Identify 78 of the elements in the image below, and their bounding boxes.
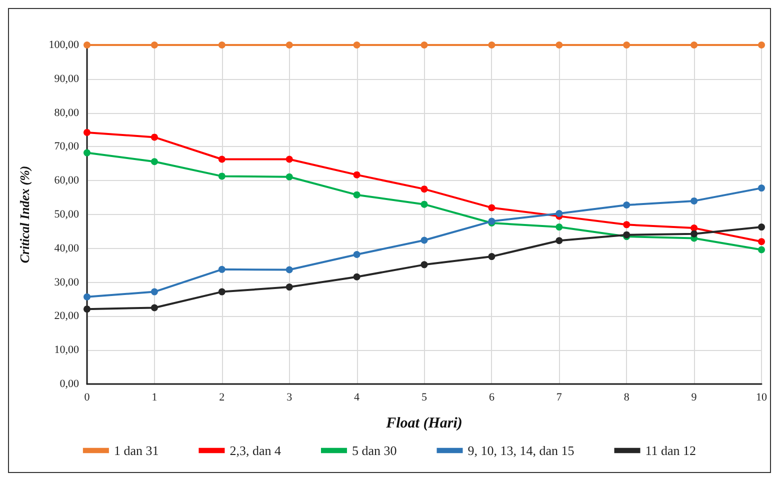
point <box>353 171 360 178</box>
point <box>758 246 765 254</box>
point <box>286 284 293 291</box>
point <box>84 128 90 136</box>
point <box>690 197 698 204</box>
legend-label: 9, 10, 13, 14, dan 15 <box>468 443 574 458</box>
point <box>286 266 293 274</box>
point <box>758 238 765 246</box>
y-tick-label: 70,00 <box>54 140 80 153</box>
y-tick-label: 90,00 <box>54 72 80 85</box>
point <box>150 158 158 166</box>
point <box>556 210 563 217</box>
point <box>623 42 630 48</box>
point <box>286 173 293 180</box>
point <box>690 42 698 48</box>
point <box>353 251 360 258</box>
y-tick-label: 10,00 <box>54 344 80 356</box>
x-tick-label: 0 <box>84 392 90 404</box>
point <box>353 273 360 280</box>
point <box>690 224 698 232</box>
y-tick-label: 80,00 <box>54 106 80 119</box>
point <box>420 236 428 244</box>
x-tick-label: 3 <box>286 392 293 404</box>
point <box>420 261 428 268</box>
x-axis-title: Float (Hari) <box>385 416 462 432</box>
x-tick-label: 9 <box>691 392 698 404</box>
point <box>488 253 496 260</box>
point <box>218 288 226 296</box>
point <box>488 42 496 48</box>
point <box>150 304 158 312</box>
x-tick-label: 7 <box>556 392 562 404</box>
y-tick-label: 40,00 <box>54 242 80 254</box>
y-axis-title: Critical Index (%) <box>17 166 32 264</box>
point <box>218 42 226 48</box>
point <box>758 42 765 48</box>
point <box>84 149 90 156</box>
point <box>150 134 158 141</box>
point <box>420 42 428 48</box>
point <box>420 200 428 208</box>
legend-label: 2,3, dan 4 <box>230 443 282 458</box>
legend-label: 11 dan 12 <box>645 443 696 458</box>
point <box>84 293 90 300</box>
point <box>218 266 226 273</box>
point <box>84 306 90 313</box>
point <box>353 191 360 198</box>
point <box>420 186 428 193</box>
x-tick-label: 10 <box>756 392 768 404</box>
point <box>286 42 293 48</box>
legend-label: 5 dan 30 <box>352 443 397 458</box>
y-tick-label: 100,00 <box>48 39 80 51</box>
point <box>623 202 630 209</box>
point <box>150 288 158 296</box>
point <box>690 230 698 238</box>
point <box>758 224 765 231</box>
x-tick-label: 6 <box>488 392 495 404</box>
y-tick-label: 60,00 <box>54 174 80 187</box>
point <box>488 204 496 212</box>
point <box>84 42 90 48</box>
x-tick-label: 8 <box>624 392 630 404</box>
point <box>758 184 765 192</box>
point <box>286 156 293 163</box>
x-tick-label: 4 <box>354 392 360 404</box>
point <box>218 156 226 163</box>
x-tick-label: 5 <box>422 392 428 404</box>
y-tick-label: 30,00 <box>54 276 80 288</box>
point <box>556 237 563 244</box>
y-tick-label: 0,00 <box>60 378 80 390</box>
point <box>218 172 226 180</box>
legend-label: 1 dan 31 <box>114 443 159 458</box>
point <box>623 221 630 228</box>
point <box>353 42 360 48</box>
x-tick-label: 1 <box>152 392 158 404</box>
point <box>556 42 563 48</box>
x-tick-label: 2 <box>219 392 225 404</box>
y-tick-label: 50,00 <box>54 208 80 220</box>
point <box>556 224 563 231</box>
point <box>150 42 158 48</box>
y-tick-label: 20,00 <box>54 310 80 322</box>
